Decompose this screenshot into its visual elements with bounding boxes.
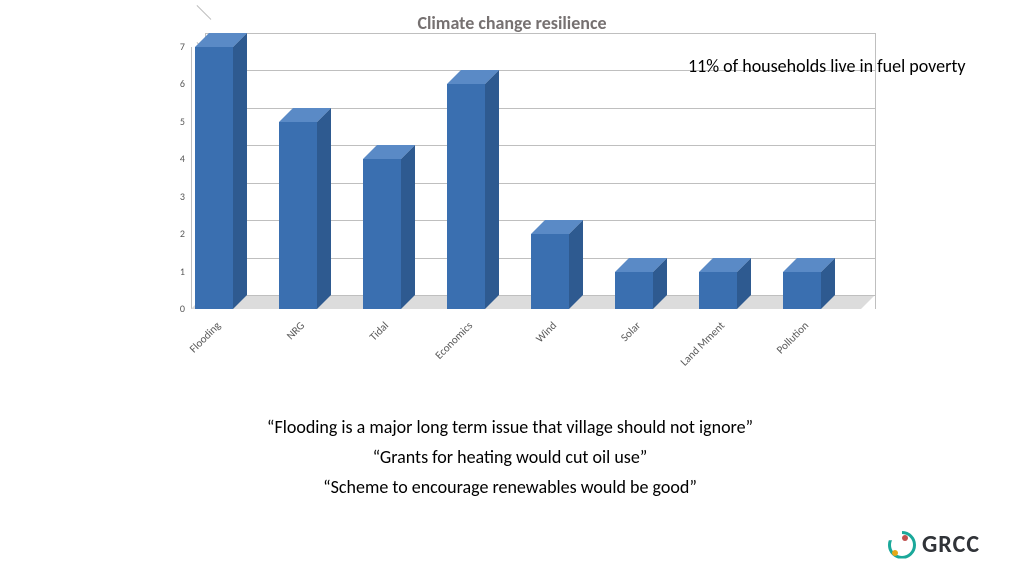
y-tick-label: 4 xyxy=(165,152,185,165)
y-tick-label: 7 xyxy=(165,40,185,53)
x-tick-label: Economics xyxy=(409,319,475,385)
x-tick-label: Solar xyxy=(577,319,643,385)
y-tick-label: 0 xyxy=(165,302,185,315)
bar xyxy=(447,84,485,309)
bar xyxy=(699,272,737,309)
quote-line: “Grants for heating would cut oil use” xyxy=(120,442,900,472)
quotes-block: “Flooding is a major long term issue tha… xyxy=(120,412,900,502)
x-tick-label: Land Mment xyxy=(661,319,727,385)
bar-chart: 01234567FloodingNRGTidalEconomicsWindSol… xyxy=(205,47,905,399)
bar xyxy=(279,122,317,309)
bar xyxy=(783,272,821,309)
bar xyxy=(615,272,653,309)
x-tick-label: Pollution xyxy=(745,319,811,385)
logo-icon xyxy=(888,531,916,559)
logo-text: GRCC xyxy=(922,530,980,559)
bar xyxy=(531,234,569,309)
x-tick-label: Wind xyxy=(493,319,559,385)
y-tick-label: 1 xyxy=(165,265,185,278)
bar xyxy=(363,159,401,309)
quote-line: “Scheme to encourage renewables would be… xyxy=(120,472,900,502)
logo: GRCC xyxy=(888,530,980,559)
y-tick-label: 6 xyxy=(165,77,185,90)
slide: Climate change resilience 0 1 2 3 4 5 6 7 Floodi… xyxy=(0,0,1024,576)
y-tick-label: 3 xyxy=(165,190,185,203)
bar xyxy=(195,47,233,309)
x-tick-label: Flooding xyxy=(157,319,223,385)
quote-line: “Flooding is a major long term issue tha… xyxy=(120,412,900,442)
y-tick-label: 5 xyxy=(165,115,185,128)
y-tick-label: 2 xyxy=(165,227,185,240)
x-tick-label: NRG xyxy=(241,319,307,385)
x-tick-label: Tidal xyxy=(325,319,391,385)
annotation-text: 11% of households live in fuel poverty xyxy=(688,55,968,77)
chart-title: Climate change resilience xyxy=(0,12,1024,34)
